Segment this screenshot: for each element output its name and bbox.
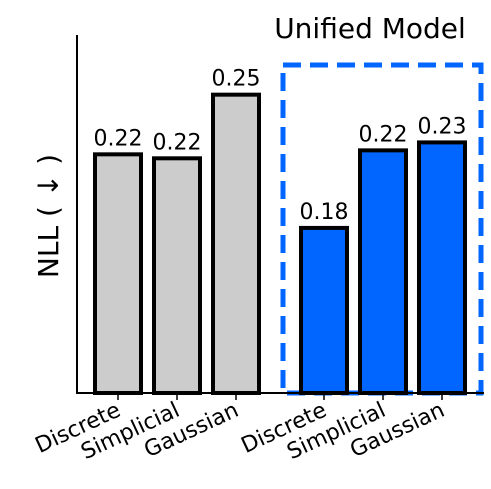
value-label: 0.23	[418, 114, 467, 139]
value-label: 0.22	[94, 126, 143, 151]
bar	[152, 156, 202, 395]
value-label: 0.18	[300, 200, 349, 225]
bar	[417, 140, 467, 395]
value-label: 0.22	[359, 122, 408, 147]
bar	[358, 148, 408, 395]
value-label: 0.22	[153, 130, 202, 155]
bar	[211, 92, 261, 396]
bar	[299, 225, 349, 395]
y-axis-label: NLL ( ↓ )	[32, 154, 65, 278]
annotation: Unified Model	[274, 12, 466, 45]
value-label: 0.25	[212, 67, 261, 92]
plot-area: 0.22 0.22 0.25 0.18 0.22 0.23	[93, 67, 467, 396]
bar	[93, 152, 143, 395]
